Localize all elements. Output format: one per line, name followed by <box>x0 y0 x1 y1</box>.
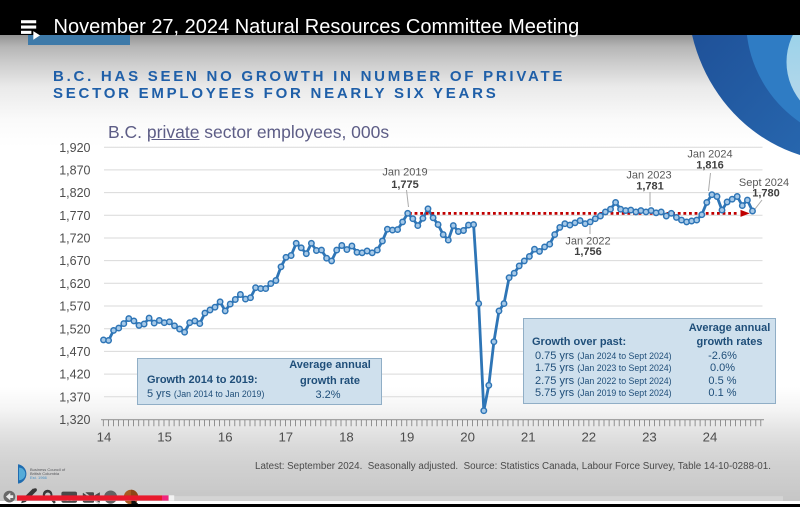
svg-text:1,620: 1,620 <box>59 277 90 291</box>
svg-text:1,820: 1,820 <box>59 186 90 200</box>
svg-text:Jan 2023: Jan 2023 <box>626 170 671 182</box>
svg-text:15: 15 <box>157 430 172 445</box>
svg-text:1,780: 1,780 <box>752 188 780 200</box>
svg-text:1,720: 1,720 <box>59 232 90 246</box>
svg-text:Jan 2024: Jan 2024 <box>687 149 732 161</box>
svg-text:1,470: 1,470 <box>59 345 90 359</box>
svg-text:16: 16 <box>218 430 233 445</box>
svg-text:21: 21 <box>521 430 536 445</box>
svg-text:1,816: 1,816 <box>696 160 724 172</box>
svg-text:Jan 2019: Jan 2019 <box>382 167 427 179</box>
svg-text:1,920: 1,920 <box>59 141 90 155</box>
svg-text:1,770: 1,770 <box>59 209 90 223</box>
svg-text:1,320: 1,320 <box>59 413 90 427</box>
svg-text:1,781: 1,781 <box>636 181 664 193</box>
svg-text:1,870: 1,870 <box>59 164 90 178</box>
svg-text:22: 22 <box>581 430 596 445</box>
svg-text:20: 20 <box>460 430 475 445</box>
svg-text:23: 23 <box>642 430 657 445</box>
svg-text:19: 19 <box>400 430 415 445</box>
svg-text:1,756: 1,756 <box>574 246 602 258</box>
svg-text:14: 14 <box>97 430 112 445</box>
svg-text:18: 18 <box>339 430 354 445</box>
svg-text:1,670: 1,670 <box>59 254 90 268</box>
svg-text:1,520: 1,520 <box>59 322 90 336</box>
svg-text:1,420: 1,420 <box>59 368 90 382</box>
svg-text:1,370: 1,370 <box>59 390 90 404</box>
svg-text:Sept 2024: Sept 2024 <box>739 177 789 189</box>
svg-text:1,775: 1,775 <box>391 179 419 191</box>
svg-text:24: 24 <box>703 430 718 445</box>
svg-text:1,570: 1,570 <box>59 300 90 314</box>
svg-text:17: 17 <box>278 430 293 445</box>
svg-text:Jan 2022: Jan 2022 <box>565 236 610 248</box>
